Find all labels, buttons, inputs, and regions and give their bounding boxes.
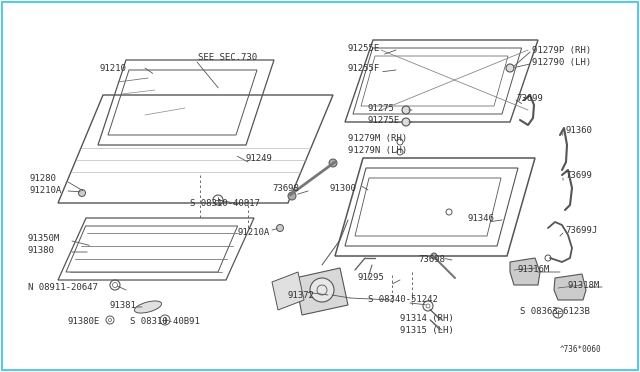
Text: 91380: 91380	[28, 246, 55, 254]
Ellipse shape	[134, 301, 161, 313]
Circle shape	[276, 224, 284, 231]
Circle shape	[506, 64, 514, 72]
Text: S 08310-40B91: S 08310-40B91	[130, 317, 200, 327]
Text: 91372: 91372	[288, 291, 315, 299]
Circle shape	[402, 118, 410, 126]
Text: 91255F: 91255F	[348, 64, 380, 73]
Text: 91280: 91280	[30, 173, 57, 183]
Text: 91295: 91295	[358, 273, 385, 282]
Text: 91210A: 91210A	[238, 228, 270, 237]
Text: 91279P (RH): 91279P (RH)	[532, 45, 591, 55]
Text: 91249: 91249	[246, 154, 273, 163]
Polygon shape	[510, 258, 540, 285]
Circle shape	[310, 278, 334, 302]
Text: 91210A: 91210A	[30, 186, 62, 195]
Text: 73698: 73698	[272, 183, 299, 192]
Text: 91300: 91300	[330, 183, 357, 192]
Text: ^736*0060: ^736*0060	[560, 346, 602, 355]
Text: S 08340-51242: S 08340-51242	[368, 295, 438, 305]
Circle shape	[329, 159, 337, 167]
Circle shape	[79, 189, 86, 196]
Text: 73699J: 73699J	[565, 225, 597, 234]
Text: 91275: 91275	[368, 103, 395, 112]
Text: 91275E: 91275E	[368, 115, 400, 125]
Text: 91380E: 91380E	[68, 317, 100, 327]
Polygon shape	[295, 268, 348, 315]
Text: 91279N (LH): 91279N (LH)	[348, 145, 407, 154]
Text: SEE SEC.730: SEE SEC.730	[198, 52, 257, 61]
Text: 91346: 91346	[468, 214, 495, 222]
Circle shape	[288, 192, 296, 200]
Text: 73699: 73699	[565, 170, 592, 180]
Text: 91315 (LH): 91315 (LH)	[400, 326, 454, 334]
Text: 91314 (RH): 91314 (RH)	[400, 314, 454, 323]
Text: 73699: 73699	[516, 93, 543, 103]
Text: 91210: 91210	[100, 64, 127, 73]
Polygon shape	[272, 272, 304, 310]
Text: 91318M: 91318M	[568, 280, 600, 289]
Circle shape	[402, 106, 410, 114]
Text: 91279M (RH): 91279M (RH)	[348, 134, 407, 142]
Text: 912790 (LH): 912790 (LH)	[532, 58, 591, 67]
Text: 91360: 91360	[565, 125, 592, 135]
Text: S 08310-40817: S 08310-40817	[190, 199, 260, 208]
Text: N 08911-20647: N 08911-20647	[28, 283, 98, 292]
Text: 91316M: 91316M	[518, 266, 550, 275]
Text: 73698: 73698	[418, 256, 445, 264]
Text: S 08363-6123B: S 08363-6123B	[520, 308, 590, 317]
Text: 91350M: 91350M	[28, 234, 60, 243]
Circle shape	[431, 253, 437, 259]
Text: 91255E: 91255E	[348, 44, 380, 52]
Text: 91381: 91381	[110, 301, 137, 310]
Polygon shape	[554, 274, 586, 300]
